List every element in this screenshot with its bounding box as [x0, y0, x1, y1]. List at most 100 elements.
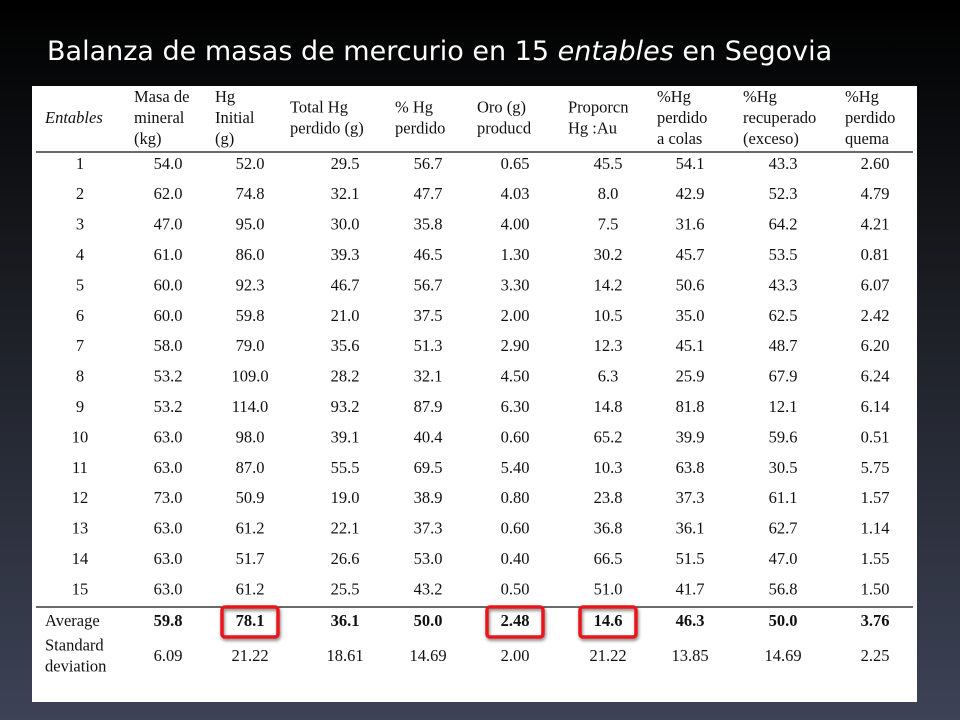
- cell: 6.3: [598, 367, 619, 386]
- column-header: % Hg: [395, 97, 433, 116]
- cell: 39.9: [676, 427, 705, 446]
- cell: 36.1: [676, 519, 705, 538]
- cell: 0.40: [501, 549, 530, 568]
- table-background: [32, 86, 917, 702]
- cell: 3.76: [861, 611, 890, 630]
- cell: 46.5: [414, 245, 443, 264]
- column-header: perdido: [657, 108, 707, 127]
- cell: 30.5: [769, 458, 798, 477]
- cell: 45.5: [594, 154, 623, 173]
- cell: 114.0: [232, 397, 269, 416]
- highlight-box: [220, 605, 280, 639]
- cell: 61.2: [236, 519, 265, 538]
- cell: 35.8: [414, 215, 443, 234]
- cell: 10.3: [594, 458, 623, 477]
- cell: 63.8: [676, 458, 705, 477]
- cell: 63.0: [154, 519, 183, 538]
- cell: 35.0: [676, 306, 705, 325]
- slide-title: Balanza de masas de mercurio en 15 entab…: [47, 36, 832, 67]
- cell: 65.2: [594, 427, 623, 446]
- cell: 22.1: [331, 519, 360, 538]
- cell: 9: [76, 397, 84, 416]
- cell: 92.3: [236, 275, 265, 294]
- cell: 43.2: [414, 579, 443, 598]
- cell: 35.6: [331, 336, 360, 355]
- cell: 10.5: [594, 306, 623, 325]
- cell: 51.3: [414, 336, 443, 355]
- cell: 62.0: [154, 184, 183, 203]
- cell: 43.3: [769, 154, 798, 173]
- cell: 39.1: [331, 427, 360, 446]
- cell: 47.0: [769, 549, 798, 568]
- cell: 21.22: [589, 646, 626, 665]
- cell: 50.6: [676, 275, 705, 294]
- cell: 51.5: [676, 549, 705, 568]
- cell: 46.3: [676, 611, 705, 630]
- cell: 14.8: [594, 397, 623, 416]
- cell: 60.0: [154, 306, 183, 325]
- column-header: perdido: [395, 118, 445, 137]
- cell: 14: [72, 549, 89, 568]
- column-header: %Hg: [657, 87, 691, 106]
- cell: 42.9: [676, 184, 705, 203]
- column-header: Masa de: [134, 87, 189, 106]
- cell: 5.75: [861, 458, 890, 477]
- cell: 25.5: [331, 579, 360, 598]
- cell: 3.30: [501, 275, 530, 294]
- cell: 62.7: [769, 519, 798, 538]
- cell: 1.55: [861, 549, 890, 568]
- cell: 54.0: [154, 154, 183, 173]
- title-part: en Segovia: [674, 36, 832, 67]
- cell: 48.7: [769, 336, 798, 355]
- cell: 6.14: [861, 397, 890, 416]
- cell: 37.5: [414, 306, 443, 325]
- cell: 53.2: [154, 367, 183, 386]
- column-header: perdido: [845, 108, 895, 127]
- column-header: Oro (g): [477, 97, 526, 116]
- cell: 14.2: [594, 275, 623, 294]
- cell: 5: [76, 275, 84, 294]
- cell: 93.2: [331, 397, 360, 416]
- cell: 6: [76, 306, 84, 325]
- cell: 12.1: [769, 397, 798, 416]
- cell: 21.0: [331, 306, 360, 325]
- cell: 52.3: [769, 184, 798, 203]
- cell: 32.1: [331, 184, 360, 203]
- column-header: a colas: [657, 129, 702, 148]
- cell: 50.0: [769, 611, 798, 630]
- cell: 41.7: [676, 579, 705, 598]
- column-header: mineral: [134, 108, 185, 127]
- cell: 7: [76, 336, 84, 355]
- column-header: (kg): [134, 129, 162, 148]
- cell: 8.0: [598, 184, 619, 203]
- cell: 4.03: [501, 184, 530, 203]
- cell: 61.1: [769, 488, 798, 507]
- cell: 29.5: [331, 154, 360, 173]
- cell: 54.1: [676, 154, 705, 173]
- cell: 74.8: [236, 184, 265, 203]
- table: Entables Masa de mineral (kg) Hg Initial (g) To…: [44, 87, 895, 676]
- row-label: deviation: [45, 656, 106, 675]
- column-header: (g): [215, 129, 234, 148]
- cell: 31.6: [676, 215, 705, 234]
- cell: 56.7: [414, 275, 443, 294]
- cell: 63.0: [154, 549, 183, 568]
- cell: 62.5: [769, 306, 798, 325]
- cell: 30.2: [594, 245, 623, 264]
- cell: 2.00: [501, 306, 530, 325]
- cell: 18.61: [326, 646, 363, 665]
- cell: 53.2: [154, 397, 183, 416]
- cell: 0.81: [861, 245, 890, 264]
- cell: 0.50: [501, 579, 530, 598]
- cell: 1.57: [861, 488, 890, 507]
- cell: 39.3: [331, 245, 360, 264]
- cell: 59.8: [154, 611, 183, 630]
- cell: 66.5: [594, 549, 623, 568]
- cell: 109.0: [231, 367, 268, 386]
- cell: 4: [76, 245, 84, 264]
- cell: 79.0: [236, 336, 265, 355]
- cell: 78.1: [236, 611, 265, 630]
- cell: 45.1: [676, 336, 705, 355]
- cell: 98.0: [236, 427, 265, 446]
